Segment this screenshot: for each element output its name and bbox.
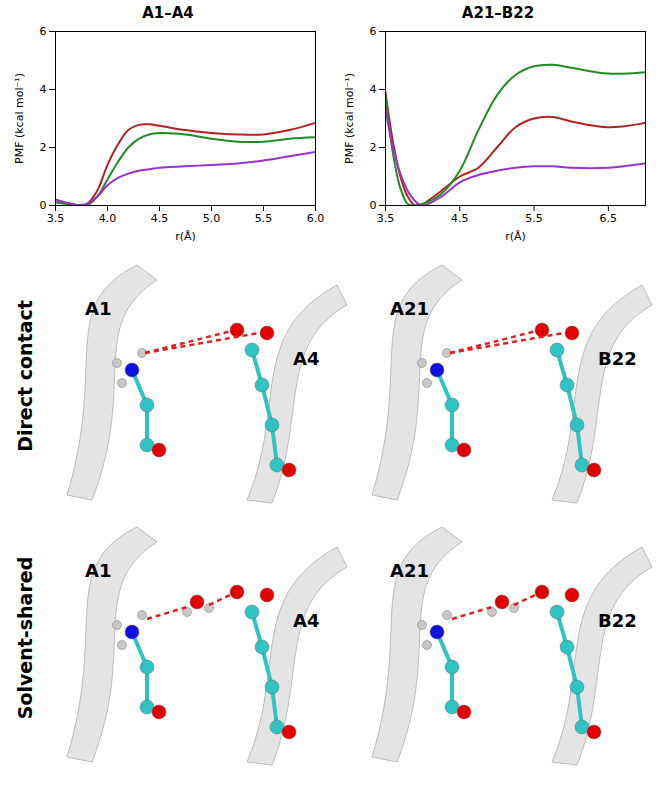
svg-text:6: 6 [370,25,377,38]
html-text:A1–A4: A1–A4 [142,4,194,22]
svg-text:A4: A4 [293,610,319,631]
svg-text:A21: A21 [390,298,429,319]
html-text:A21–B22: A21–B22 [461,4,535,22]
svg-text:A1: A1 [85,560,111,581]
svg-text:4: 4 [40,83,47,96]
svg-text:0: 0 [40,199,47,212]
svg-text:PMF (kcal mol⁻¹): PMF (kcal mol⁻¹) [13,73,26,164]
svg-text:4.5: 4.5 [451,212,469,225]
svg-text:0: 0 [370,199,377,212]
svg-text:6.0: 6.0 [307,212,325,225]
svg-text:3.5: 3.5 [377,212,395,225]
svg-text:PMF (kcal mol⁻¹): PMF (kcal mol⁻¹) [343,73,356,164]
svg-text:A4: A4 [293,348,319,369]
svg-text:4.5: 4.5 [151,212,169,225]
svg-text:2: 2 [40,141,47,154]
svg-text:2: 2 [370,141,377,154]
svg-text:6.5: 6.5 [600,212,618,225]
svg-text:r(Å): r(Å) [175,230,196,243]
svg-text:B22: B22 [598,610,637,631]
html-text:Solvent-shared: Solvent-shared [14,556,36,720]
svg-text:B22: B22 [598,348,637,369]
html-text:Direct contact: Direct contact [14,300,36,452]
svg-text:A1: A1 [85,298,111,319]
svg-text:5.5: 5.5 [255,212,273,225]
svg-text:A21: A21 [390,560,429,581]
svg-text:6: 6 [40,25,47,38]
svg-text:5.5: 5.5 [525,212,543,225]
svg-text:r(Å): r(Å) [505,230,526,243]
svg-text:4: 4 [370,83,377,96]
svg-text:4.0: 4.0 [99,212,117,225]
svg-text:3.5: 3.5 [47,212,65,225]
svg-text:5.0: 5.0 [203,212,221,225]
